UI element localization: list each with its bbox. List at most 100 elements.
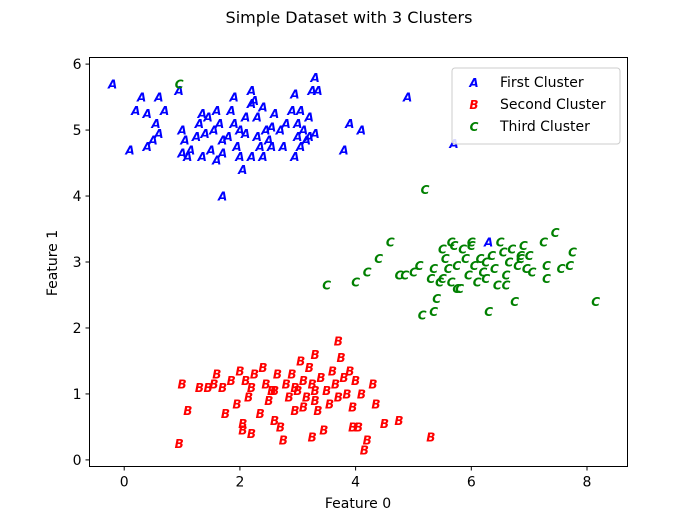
point-a-2: A [130,104,140,118]
point-a-63: A [312,84,322,98]
point-c-15: C [435,275,444,289]
point-a-47: A [266,120,276,134]
point-a-14: A [176,147,186,161]
y-axis: 0 1 2 3 4 5 6 [73,57,90,469]
point-b-62: B [267,384,276,398]
point-b-26: B [285,391,294,405]
point-a-49: A [275,124,285,138]
point-a-3: A [142,107,152,121]
point-b-24: B [279,434,288,448]
point-b-7: B [221,407,230,421]
point-b-19: B [261,378,270,392]
point-c-38: C [502,269,511,283]
point-c-25: C [464,269,473,283]
point-b-36: B [311,384,320,398]
point-c-31: C [481,272,490,286]
point-a-65: A [309,127,319,141]
point-c-55: C [591,295,600,309]
point-a-46: A [263,134,273,148]
x-axis: 0 2 4 6 8 [120,466,592,491]
point-b-8: B [227,374,236,388]
x-tick-label: 8 [583,475,592,491]
point-c-58: C [429,262,438,276]
point-a-72: A [211,153,221,167]
point-b-9: B [232,397,241,411]
point-b-3: B [204,381,213,395]
point-c-1: C [322,279,331,293]
x-tick-label: 0 [120,475,129,491]
point-a-68: A [356,124,366,138]
point-a-64: A [304,130,314,144]
point-c-63: C [516,252,525,266]
point-b-50: B [348,401,357,415]
point-b-34: B [305,361,314,375]
point-c-52: C [557,262,566,276]
legend: A First Cluster B Second Cluster C Third Clus… [451,67,621,145]
point-c-44: C [519,239,528,253]
point-a-31: A [228,91,238,105]
point-a-61: A [307,84,317,98]
point-b-15: B [247,427,256,441]
point-c-9: C [415,259,424,273]
point-a-17: A [194,117,204,131]
x-tick-label: 2 [235,475,244,491]
point-c-50: C [542,272,551,286]
point-b-16: B [250,368,259,382]
point-a-1: A [136,91,146,105]
point-a-53: A [289,87,299,101]
legend-label: First Cluster [500,75,584,91]
y-tick-label: 5 [73,123,82,139]
point-a-77: A [257,101,267,115]
point-b-69: B [360,444,369,458]
point-b-17: B [256,407,265,421]
point-c-39: C [504,256,513,270]
point-b-41: B [322,384,331,398]
legend-box [451,67,621,145]
point-a-29: A [228,117,238,131]
point-b-61: B [311,394,320,408]
point-b-4: B [209,378,218,392]
point-c-56: C [447,236,456,250]
point-b-28: B [290,404,299,418]
point-c-49: C [542,259,551,273]
point-c-57: C [467,236,476,250]
chart-title: Simple Dataset with 3 Clusters [226,8,473,27]
point-b-33: B [302,391,311,405]
point-c-34: C [490,262,499,276]
point-c-22: C [455,282,464,296]
point-b-44: B [331,378,340,392]
point-a-56: A [295,140,305,154]
point-a-28: A [223,130,233,144]
point-c-24: C [461,252,470,266]
point-a-60: A [304,110,314,124]
point-b-27: B [287,368,296,382]
point-b-64: B [290,381,299,395]
point-c-33: C [487,249,496,263]
point-b-23: B [276,420,285,434]
point-c-8: C [409,265,418,279]
point-a-41: A [252,110,262,124]
point-b-67: B [308,430,317,444]
point-b-68: B [238,417,247,431]
point-c-29: C [476,252,485,266]
point-a-7: A [153,127,163,141]
point-b-57: B [380,417,389,431]
point-a-18: A [197,107,207,121]
point-a-36: A [234,124,244,138]
point-c-23: C [458,242,467,256]
point-a-9: A [142,140,152,154]
point-c-43: C [516,249,525,263]
point-b-1: B [178,378,187,392]
point-a-24: A [211,104,221,118]
point-a-19: A [202,110,212,124]
point-c-5: C [386,236,395,250]
legend-marker-a: A [468,76,478,90]
point-c-26: C [467,239,476,253]
point-a-62: A [309,71,319,85]
point-b-11: B [238,424,247,438]
point-b-38: B [313,404,322,418]
point-c-13: C [429,305,438,319]
point-b-47: B [339,371,348,385]
y-axis-label: Feature 1 [45,230,61,296]
